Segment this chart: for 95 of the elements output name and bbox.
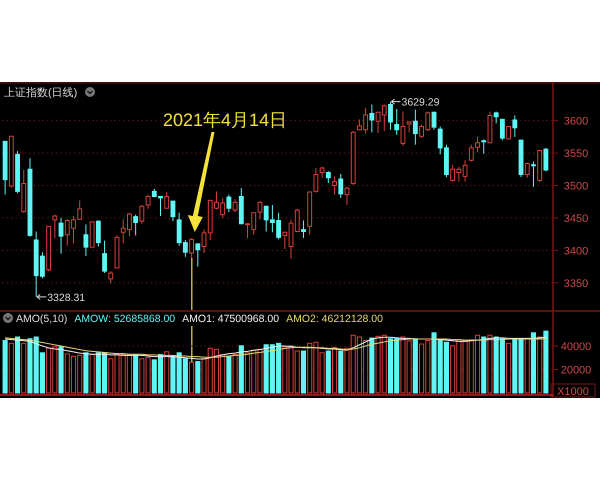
candlestick [369, 104, 374, 133]
bar [8, 342, 14, 394]
bar [326, 350, 331, 394]
bar [300, 350, 306, 394]
chart-title: AMO(5,10) [16, 313, 68, 325]
annotation: 2021年4月14日 [163, 110, 288, 130]
bar [2, 340, 8, 394]
y-tick-label: 3400 [564, 245, 588, 258]
candlestick [77, 200, 82, 220]
candlestick [481, 138, 486, 154]
bar [238, 345, 244, 394]
bar [487, 334, 492, 394]
chart-title: 上证指数(日线) [4, 86, 78, 99]
candlestick [238, 188, 244, 225]
series-label: AMO2: 46212128.00 [286, 313, 384, 325]
bar [90, 354, 95, 394]
annotation: 3629.29 [401, 96, 440, 109]
candlestick [28, 158, 32, 238]
candlestick [326, 170, 331, 184]
bar [338, 350, 344, 394]
candlestick [488, 111, 492, 144]
candlestick [90, 220, 95, 248]
bar [543, 330, 548, 394]
y-axis-title: X1000 [557, 386, 589, 398]
candlestick [524, 162, 530, 178]
bar [226, 356, 232, 394]
candlestick [388, 101, 393, 130]
bar [21, 342, 26, 394]
bar [332, 347, 338, 394]
candlestick [543, 147, 548, 172]
bar [537, 336, 542, 394]
annotation: 3328.31 [47, 292, 86, 304]
candlestick [518, 138, 524, 178]
candlestick [320, 166, 325, 178]
y-tick-label: 3550 [564, 148, 588, 160]
candlestick [96, 220, 101, 247]
candlestick [170, 200, 176, 222]
candlestick [8, 136, 14, 188]
text: AMOW: 52685868.00 [74, 313, 176, 325]
bar [524, 338, 530, 394]
candlestick [108, 270, 114, 284]
candlestick [350, 130, 356, 186]
candlestick [2, 140, 8, 196]
candlestick [332, 176, 337, 196]
candlestick [15, 150, 20, 194]
bar [195, 361, 200, 394]
bar [164, 351, 170, 394]
candlestick [406, 120, 412, 133]
candlestick [146, 194, 150, 210]
candlestick [394, 108, 400, 136]
candlestick [58, 217, 64, 254]
y-tick-label: 3450 [564, 212, 588, 225]
candlestick [232, 198, 238, 213]
candlestick [500, 118, 505, 141]
candlestick [114, 234, 120, 269]
candlestick [301, 220, 306, 239]
bar [14, 336, 20, 394]
bar [189, 362, 194, 394]
candlestick [412, 109, 418, 146]
y-tick-label: 20000 [560, 364, 592, 377]
y-tick-label: 3350 [564, 278, 588, 290]
candlestick [537, 149, 542, 183]
candlestick [102, 240, 107, 274]
candlestick [468, 144, 474, 162]
candlestick [21, 169, 26, 214]
y-tick-label: 3600 [564, 116, 588, 128]
candlestick [475, 136, 480, 153]
candlestick [133, 214, 138, 236]
candlestick [52, 214, 58, 239]
candlestick [226, 194, 232, 213]
candlestick [512, 114, 518, 138]
bar [530, 332, 536, 394]
candlestick [506, 125, 512, 140]
bar [369, 338, 374, 394]
bar [481, 336, 486, 394]
candlestick [164, 191, 170, 210]
candlestick [344, 186, 350, 206]
text: AMO1: 47500968.00 [182, 313, 280, 325]
bar [506, 342, 512, 394]
candlestick [338, 173, 344, 198]
candlestick [531, 161, 536, 188]
candlestick [139, 204, 144, 224]
y-tick-label: 3500 [564, 180, 588, 193]
candlestick [400, 111, 406, 146]
y-tick-label: 40000 [560, 341, 592, 354]
bar [412, 338, 418, 394]
candlestick [83, 224, 88, 257]
candlestick [46, 226, 52, 272]
bar [83, 352, 88, 394]
bar [133, 354, 138, 394]
bar [58, 346, 64, 394]
candlestick [494, 111, 499, 124]
candlestick [432, 111, 436, 130]
bar [232, 354, 238, 394]
candlestick [195, 242, 200, 268]
